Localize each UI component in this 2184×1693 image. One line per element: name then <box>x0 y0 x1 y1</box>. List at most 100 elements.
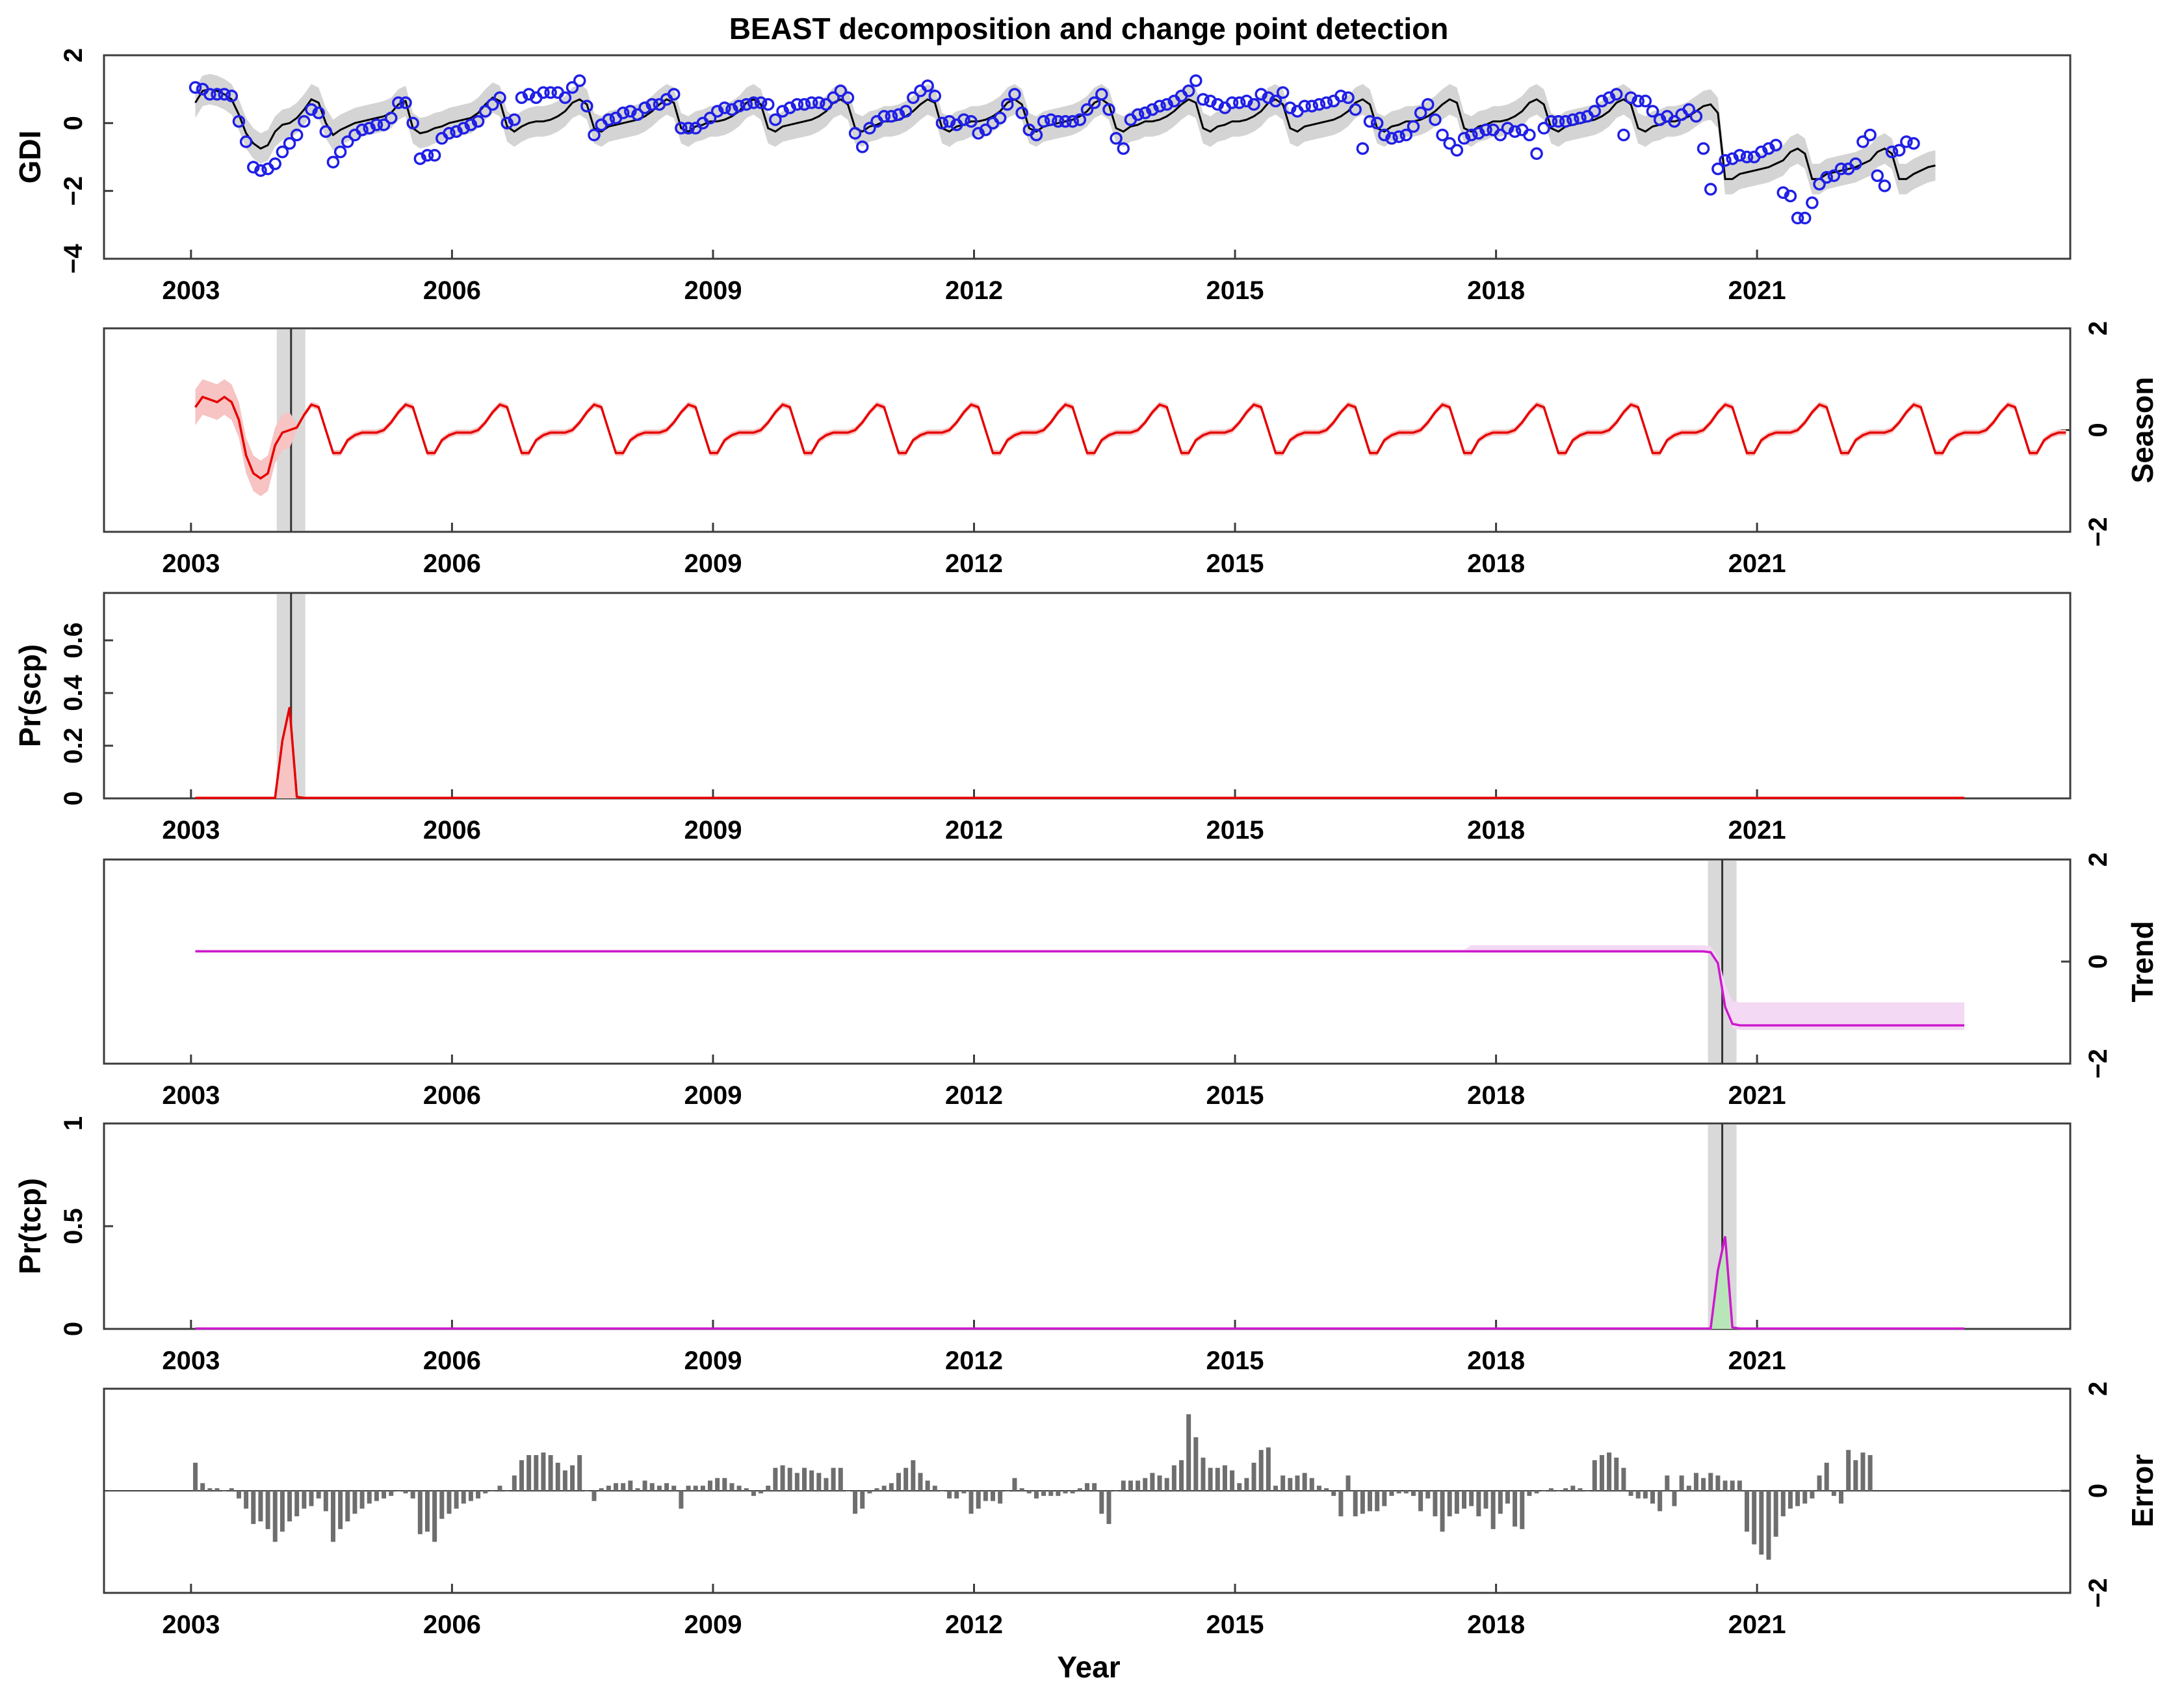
gdi-observed-point <box>1574 111 1587 125</box>
gdi-observed-point <box>783 101 796 114</box>
error-bar <box>1498 1491 1503 1514</box>
gdi-observed-point <box>645 98 659 111</box>
gdi-observed-point <box>471 114 485 128</box>
error-bar <box>382 1491 387 1499</box>
error-bar <box>780 1465 785 1491</box>
error-bar <box>316 1491 321 1499</box>
gdi-observed-point <box>1726 152 1739 165</box>
error-bar <box>1759 1491 1764 1555</box>
error-bar <box>1273 1486 1279 1491</box>
gdi-observed-point <box>1044 113 1058 126</box>
error-bar <box>1766 1491 1771 1560</box>
gdi-observed-point <box>218 88 231 101</box>
error-bar <box>389 1491 394 1496</box>
pr_tcp-y-tick-label: 0 <box>59 1322 88 1336</box>
gdi-observed-point <box>675 122 688 135</box>
gdi-observed-point <box>703 111 717 125</box>
gdi-y-axis-title: GDI <box>13 131 47 184</box>
error-bar <box>1708 1473 1713 1491</box>
gdi-observed-point <box>1356 142 1370 155</box>
error-bar <box>722 1478 727 1491</box>
pr_scp-x-tick-label: 2006 <box>423 816 481 845</box>
error-bar <box>599 1488 604 1491</box>
error-bar <box>1578 1488 1583 1491</box>
gdi-observed-point <box>247 161 260 174</box>
gdi-observed-point <box>392 96 405 109</box>
error-bar <box>1309 1478 1314 1491</box>
pr_scp-y-tick-label: 0.2 <box>59 728 88 764</box>
error-bar <box>251 1491 256 1525</box>
error-bar <box>1201 1457 1206 1491</box>
gdi-observed-point <box>1523 128 1536 142</box>
error-bar <box>1607 1452 1612 1491</box>
error-bar <box>1316 1486 1321 1491</box>
gdi-observed-point <box>341 135 354 148</box>
error-bar <box>1208 1467 1213 1491</box>
gdi-observed-point <box>1682 103 1696 116</box>
gdi-observed-point <box>225 89 239 103</box>
error-bar <box>1867 1455 1873 1491</box>
gdi-observed-point <box>305 103 318 116</box>
error-bar <box>744 1488 749 1491</box>
gdi-observed-point <box>1320 96 1333 109</box>
error-bar <box>265 1491 270 1529</box>
error-bar <box>1128 1480 1133 1491</box>
error-bar <box>1810 1491 1815 1499</box>
season-x-tick-label: 2015 <box>1206 549 1264 578</box>
error-bar <box>1665 1475 1670 1491</box>
gdi-observed-point <box>478 105 492 118</box>
chart-title: BEAST decomposition and change point det… <box>729 12 1449 46</box>
trend-x-tick-label: 2006 <box>423 1081 481 1110</box>
gdi-observed-point <box>718 101 731 114</box>
gdi-observed-point <box>616 106 630 120</box>
error-bar <box>562 1470 567 1491</box>
gdi-x-tick-label: 2003 <box>162 276 220 305</box>
gdi-observed-point <box>1733 149 1747 162</box>
trend-y-tick-label: −2 <box>2084 1049 2112 1079</box>
error-bar <box>338 1491 343 1529</box>
gdi-observed-point <box>1602 91 1616 104</box>
error-bar <box>403 1491 408 1493</box>
gdi-observed-point <box>558 91 572 104</box>
error-bar <box>236 1491 241 1499</box>
error-bar <box>656 1486 662 1491</box>
error-bar <box>628 1480 633 1491</box>
gdi-observed-point <box>1834 163 1848 176</box>
error-bar <box>258 1491 263 1522</box>
error-bar <box>1599 1455 1604 1491</box>
gdi-observed-point <box>1806 196 1819 209</box>
error-bar <box>1447 1491 1452 1517</box>
error-bar <box>715 1478 720 1491</box>
gdi-observed-point <box>812 96 826 109</box>
error-bar <box>1802 1491 1808 1504</box>
gdi-observed-point <box>979 124 993 137</box>
error-bar <box>1469 1491 1474 1506</box>
error-bar <box>1839 1491 1844 1504</box>
error-bar <box>838 1467 843 1491</box>
gdi-observed-point <box>928 89 942 103</box>
error-bar <box>374 1491 379 1501</box>
trend-uncertainty-band <box>195 945 1965 1030</box>
gdi-observed-point <box>885 110 898 123</box>
gdi-observed-point <box>421 149 434 162</box>
pr_tcp-x-tick-label: 2009 <box>684 1346 742 1375</box>
error-bar <box>1410 1491 1416 1496</box>
gdi-observed-point <box>972 127 985 140</box>
gdi-observed-point <box>428 149 441 162</box>
gdi-observed-point <box>1117 142 1130 155</box>
error-bar <box>1136 1480 1141 1491</box>
gdi-observed-point <box>1864 128 1877 142</box>
gdi-observed-point <box>1472 127 1485 140</box>
gdi-observed-point <box>1632 94 1644 108</box>
gdi-observed-point <box>1646 105 1659 118</box>
error-bar <box>1186 1414 1191 1491</box>
gdi-observed-point <box>1566 113 1580 126</box>
gdi-observed-point <box>443 127 456 140</box>
error-bar <box>1730 1480 1735 1491</box>
gdi-observed-point <box>761 98 775 111</box>
gdi-observed-point <box>1363 114 1377 128</box>
error-bar <box>1338 1491 1344 1517</box>
gdi-observed-point <box>1450 144 1464 157</box>
error-bar <box>1592 1460 1597 1491</box>
error-bar <box>649 1483 655 1491</box>
